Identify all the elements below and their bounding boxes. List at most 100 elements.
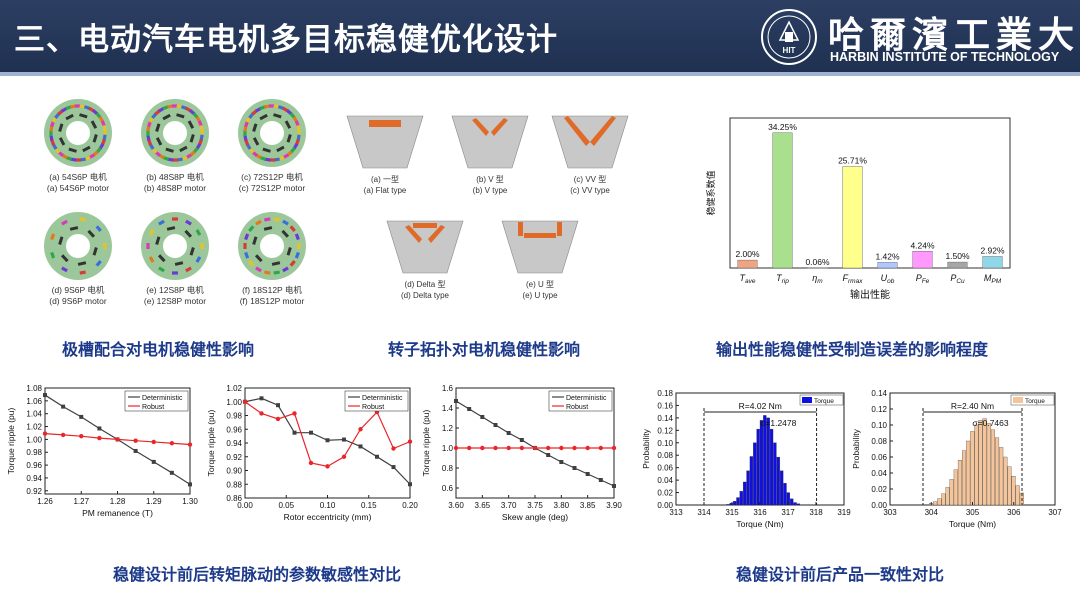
data-point: [308, 460, 314, 466]
rotor-topology-figure: (a) 一型 (a) Flat type (b) V 型 (b) V type (c) …: [346, 115, 629, 300]
stator-winding: [185, 219, 192, 226]
magnet-bar: [405, 225, 422, 243]
x-tick-label: 1.29: [146, 497, 162, 506]
y-axis-label: Torque ripple (pu): [6, 408, 16, 475]
stator-winding: [273, 217, 280, 222]
x-tick-label: 3.80: [554, 501, 570, 510]
x-tick-label: 0.00: [237, 501, 253, 510]
y-tick-label: 1.00: [226, 398, 242, 407]
histogram-bar: [1011, 476, 1016, 506]
stator-winding: [248, 260, 255, 267]
data-point: [480, 445, 485, 451]
histogram-bar: [990, 429, 995, 506]
rotor-magnet: [174, 261, 184, 266]
stator-winding: [158, 266, 165, 273]
x-axis-label: Skew angle (deg): [502, 512, 568, 522]
motor-label-cn: (c) 72S12P 电机: [241, 172, 303, 182]
university-name-en: HARBIN INSTITUTE OF TECHNOLOGY: [830, 50, 1060, 64]
motor-cross-section: [44, 212, 112, 280]
data-point: [151, 459, 156, 464]
stator-winding: [255, 266, 262, 273]
rotor-magnet: [65, 113, 74, 121]
histogram-bar: [753, 442, 757, 506]
histogram-bar: [776, 456, 780, 506]
torque-histogram-deterministic: 313 314 315 316 317 318 319 0.00 0.02 0.04 0.06 0.0…: [641, 389, 851, 529]
stator-winding: [49, 134, 54, 141]
x-tick-label: 0.05: [278, 501, 294, 510]
stator-winding: [243, 130, 247, 136]
motor-shaft: [163, 121, 187, 145]
range-label: R=4.02 Nm: [739, 401, 782, 411]
legend-box: [548, 390, 613, 412]
data-point: [559, 460, 564, 464]
histogram-bar: [949, 479, 954, 506]
stator-winding: [264, 270, 271, 275]
histogram-bar: [941, 493, 946, 506]
stator-winding: [172, 271, 178, 275]
rotor-magnet: [179, 145, 188, 153]
y-tick-label: 1.2: [442, 424, 454, 433]
rotor-magnet: [92, 247, 98, 256]
y-tick-label: 1.4: [442, 404, 454, 413]
motor-shaft: [260, 234, 284, 258]
stator-winding: [282, 266, 289, 273]
stator-winding: [297, 130, 301, 136]
data-point: [598, 478, 603, 482]
category-tick-label: ηm: [812, 273, 823, 285]
data-point: [275, 416, 281, 422]
histogram-bar: [962, 450, 967, 506]
motor-label-cn: (f) 18S12P 电机: [242, 285, 302, 295]
rotor-magnet: [82, 145, 91, 153]
y-tick-label: 0.06: [871, 453, 887, 462]
university-name-cn: 哈爾濱工業大學: [828, 14, 1080, 56]
rotor-sketch: [551, 115, 629, 169]
y-tick-label: 0.92: [26, 487, 42, 496]
motor-label-cn: (b) 48S8P 电机: [146, 172, 204, 182]
data-point: [61, 404, 66, 409]
stator-winding: [172, 217, 178, 221]
motor-label-en: (a) 54S6P motor: [47, 183, 109, 193]
data-point: [133, 438, 138, 443]
data-point: [506, 431, 511, 435]
y-tick-label: 1.02: [226, 384, 242, 393]
data-point: [97, 426, 102, 431]
rotor-magnet: [155, 236, 161, 245]
data-point: [242, 399, 248, 404]
data-point: [493, 423, 498, 427]
rotor-magnet: [286, 134, 292, 143]
rotor-sketch: [386, 220, 464, 274]
magnet-bar: [413, 223, 437, 228]
stator-winding: [49, 130, 53, 136]
motor-cross-section: [238, 99, 306, 167]
y-tick-label: 0.06: [657, 464, 673, 473]
x-tick-label: 314: [697, 508, 711, 517]
y-tick-label: 0.98: [26, 448, 42, 457]
rotor-magnet: [58, 123, 64, 132]
x-tick-label: 316: [753, 508, 767, 517]
y-tick-label: 1.04: [26, 410, 42, 419]
magnet-bar: [557, 222, 562, 236]
data-point: [408, 482, 412, 487]
histogram-bar: [726, 504, 730, 506]
y-tick-label: 1.02: [26, 423, 42, 432]
histogram-bar: [945, 487, 950, 506]
category-tick-label: Trip: [776, 273, 789, 285]
rotor-magnet: [68, 147, 77, 153]
range-label: R=2.40 Nm: [951, 401, 994, 411]
rotor-magnet: [252, 137, 260, 146]
bar-value-label: 34.25%: [768, 122, 797, 132]
ripple-vs-eccentricity-chart: 0.00 0.05 0.10 0.15 0.20 0.86 0.88 0.90 0.92 0.94…: [206, 384, 418, 522]
histogram-bar: [982, 418, 987, 506]
rotor-magnet: [189, 134, 195, 143]
bar-value-label: 1.50%: [945, 251, 970, 261]
data-point: [506, 445, 511, 451]
data-point: [42, 431, 48, 436]
x-tick-label: 306: [1007, 508, 1021, 517]
histogram-bar: [793, 502, 797, 506]
histogram-bar: [957, 460, 962, 506]
histogram-bar: [1003, 456, 1008, 506]
data-point: [292, 430, 297, 435]
histogram-bar: [763, 415, 767, 506]
data-point: [519, 445, 525, 451]
histogram-bar: [729, 502, 733, 506]
